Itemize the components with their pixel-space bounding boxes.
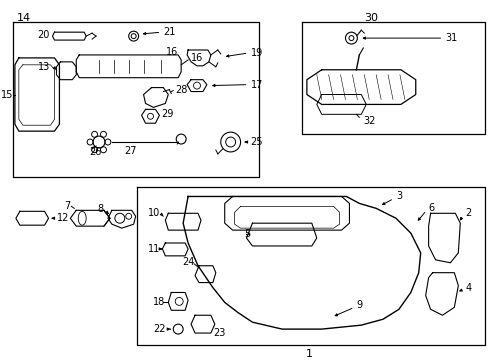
- Text: 30: 30: [364, 13, 377, 23]
- Text: 19: 19: [250, 48, 262, 58]
- Text: 7: 7: [64, 201, 70, 211]
- Text: 21: 21: [163, 27, 175, 37]
- Text: 6: 6: [428, 203, 434, 213]
- Text: 31: 31: [445, 33, 457, 43]
- Text: 15: 15: [0, 90, 13, 99]
- Text: 16: 16: [191, 53, 203, 63]
- Text: 12: 12: [57, 213, 70, 223]
- Text: 13: 13: [38, 62, 50, 72]
- Text: 1: 1: [305, 349, 312, 359]
- Text: 25: 25: [250, 137, 263, 147]
- Text: 4: 4: [464, 283, 470, 293]
- Text: 9: 9: [356, 300, 362, 310]
- Text: 29: 29: [161, 109, 173, 119]
- Text: 11: 11: [148, 244, 160, 254]
- Text: 26: 26: [89, 147, 102, 157]
- Text: 2: 2: [464, 208, 470, 218]
- Text: 20: 20: [37, 30, 49, 40]
- Text: 18: 18: [153, 297, 165, 307]
- Text: 8: 8: [98, 204, 104, 214]
- Text: 5: 5: [244, 229, 250, 239]
- Text: 22: 22: [153, 324, 165, 334]
- Text: 32: 32: [363, 116, 375, 126]
- Text: 14: 14: [17, 13, 31, 23]
- Text: 10: 10: [148, 208, 160, 218]
- Text: 17: 17: [250, 80, 262, 90]
- Text: 28: 28: [175, 85, 187, 95]
- Text: 16: 16: [166, 47, 178, 57]
- Text: 27: 27: [123, 146, 136, 156]
- Text: 3: 3: [395, 192, 401, 202]
- Text: 24: 24: [183, 257, 195, 267]
- Text: 23: 23: [212, 328, 225, 338]
